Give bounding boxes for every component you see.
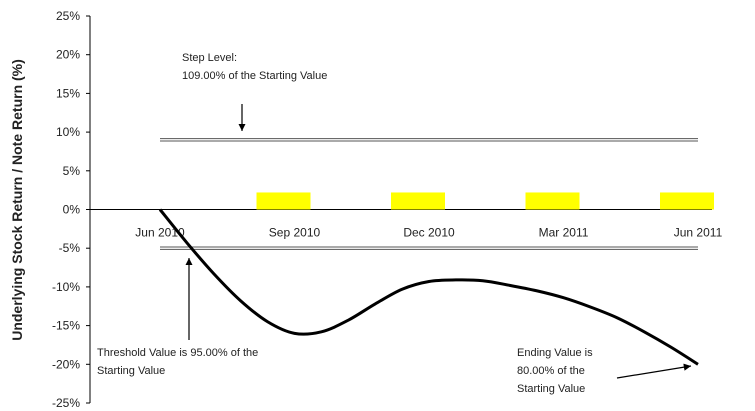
- x-tick-label: Mar 2011: [539, 226, 589, 240]
- ending-annotation-line2: 80.00% of the: [517, 365, 585, 377]
- y-tick-label: 25%: [56, 9, 80, 23]
- y-tick-label: 20%: [56, 48, 80, 62]
- x-axis-labels: Jun 2010 Sep 2010 Dec 2010 Mar 2011 Jun 2011: [135, 226, 722, 240]
- series-line: [158, 208, 699, 366]
- x-tick-label: Jun 2010: [135, 226, 185, 240]
- x-tick-label: Jun 2011: [674, 226, 723, 240]
- y-tick-label: -25%: [52, 396, 80, 410]
- observation-bars: [256, 192, 714, 210]
- y-axis-ticks: 25% 20% 15% 10% 5% 0% -5% -10% -15% -20% -25%: [52, 9, 90, 410]
- threshold-annotation-line1: Threshold Value is 95.00% of the: [97, 347, 258, 359]
- x-tick-label: Sep 2010: [269, 226, 321, 240]
- y-tick-label: -10%: [52, 280, 80, 294]
- threshold-annotation: Threshold Value is 95.00% of the Startin…: [97, 258, 258, 377]
- y-tick-label: -5%: [59, 241, 81, 255]
- y-tick-label: -15%: [52, 319, 80, 333]
- observation-bar: [391, 192, 445, 210]
- ending-annotation-line3: Starting Value: [517, 383, 585, 395]
- step-level-line: [160, 138, 698, 142]
- threshold-line: [160, 246, 698, 250]
- y-tick-label: 15%: [56, 86, 80, 100]
- observation-bar: [660, 192, 714, 210]
- ending-arrow: [616, 363, 692, 379]
- step-annotation: Step Level: 109.00% of the Starting Valu…: [182, 52, 327, 131]
- y-tick-label: 5%: [63, 164, 81, 178]
- step-annotation-line2: 109.00% of the Starting Value: [182, 70, 327, 82]
- y-tick-label: 10%: [56, 125, 80, 139]
- observation-bar: [525, 192, 580, 210]
- observation-bar: [256, 192, 311, 210]
- y-axis-label: Underlying Stock Return / Note Return (%…: [9, 59, 25, 341]
- threshold-annotation-line2: Starting Value: [97, 365, 165, 377]
- step-annotation-line1: Step Level:: [182, 52, 237, 64]
- y-tick-label: -20%: [52, 357, 80, 371]
- ending-annotation: Ending Value is 80.00% of the Starting V…: [517, 347, 692, 395]
- ending-annotation-line1: Ending Value is: [517, 347, 593, 359]
- x-tick-label: Dec 2010: [403, 226, 455, 240]
- reference-lines: [160, 138, 698, 250]
- y-tick-label: 0%: [63, 203, 81, 217]
